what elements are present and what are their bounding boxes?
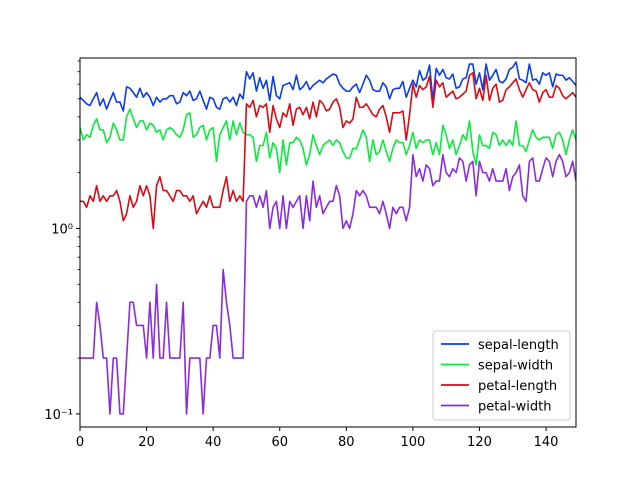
axes-layer: 0 20 40 60 80 100 120 140 10⁻¹ 10⁰	[44, 57, 577, 450]
x-tick-label: 120	[467, 435, 492, 450]
legend-box	[432, 330, 571, 421]
series-layer	[80, 61, 576, 415]
plot-frame	[79, 57, 577, 428]
x-tick-label: 80	[338, 435, 355, 450]
series-line-petal-width	[80, 153, 576, 415]
x-tick-label: 140	[534, 435, 559, 450]
x-tick-label: 60	[271, 435, 288, 450]
series-line-sepal-length	[80, 61, 576, 112]
y-tick-label: 10⁻¹	[44, 408, 73, 423]
x-tick-label: 40	[205, 435, 222, 450]
series-line-petal-length	[80, 72, 576, 230]
x-tick-label: 100	[400, 435, 425, 450]
series-line-sepal-width	[80, 108, 576, 174]
y-tick-label: 10⁰	[51, 222, 73, 237]
legend-label-petal-length: petal-length	[478, 379, 557, 394]
x-tick-label: 20	[138, 435, 155, 450]
legend: sepal-length sepal-width petal-length petal…	[432, 330, 571, 421]
legend-label-sepal-length: sepal-length	[478, 338, 559, 353]
legend-label-petal-width: petal-width	[478, 400, 551, 415]
legend-label-sepal-width: sepal-width	[478, 359, 553, 374]
x-tick-label: 0	[76, 435, 84, 450]
